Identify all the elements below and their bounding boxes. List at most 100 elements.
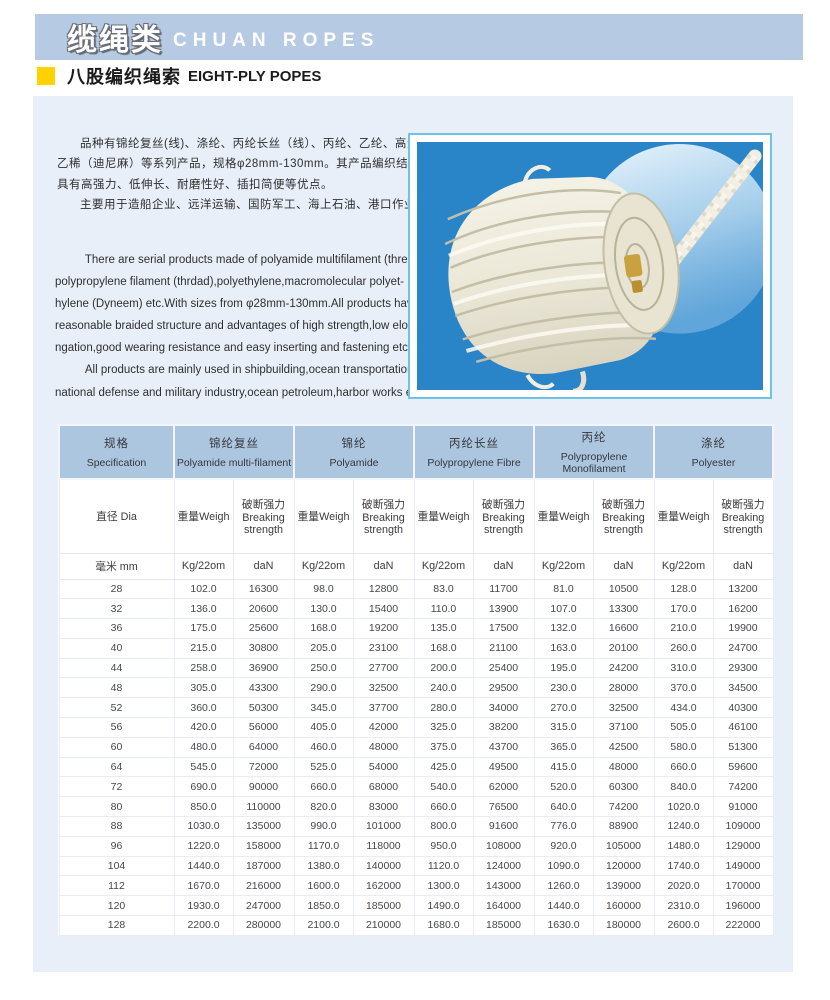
unit-weight: Kg/22om bbox=[653, 552, 714, 580]
table-cell: 1740.0 bbox=[653, 855, 714, 877]
table-cell: 216000 bbox=[232, 875, 295, 897]
table-cell: 54000 bbox=[352, 756, 415, 778]
table-cell: 76500 bbox=[472, 796, 535, 818]
table-row: 80 850.0 110000 820.0 83000 660.0 76500 640.0 74… bbox=[58, 796, 774, 818]
table-cell: 28 bbox=[58, 578, 175, 600]
table-cell: 59600 bbox=[712, 756, 774, 778]
table-cell: 920.0 bbox=[533, 835, 594, 857]
table-cell: 1600.0 bbox=[293, 875, 354, 897]
table-cell: 13900 bbox=[472, 598, 535, 620]
table-units-row: 毫米 mm Kg/22om daN Kg/22om daN Kg/22om da… bbox=[58, 552, 774, 580]
table-cell: 140000 bbox=[352, 855, 415, 877]
table-cell: 325.0 bbox=[413, 717, 474, 738]
paragraph: 主要用于造船企业、远洋运输、国防军工、海上石油、港口作业等领域。 bbox=[57, 195, 464, 215]
table-cell: 83.0 bbox=[413, 578, 474, 600]
table-cell: 420.0 bbox=[173, 717, 234, 738]
table-cell: 164000 bbox=[472, 895, 535, 917]
text-line: All products are mainly used in shipbuil… bbox=[84, 364, 417, 377]
table-cell: 124000 bbox=[472, 855, 535, 877]
table-cell: 163.0 bbox=[533, 637, 594, 659]
table-cell: 104 bbox=[58, 855, 175, 877]
table-cell: 36900 bbox=[232, 657, 295, 679]
table-cell: 149000 bbox=[712, 855, 774, 877]
text-line: There are serial products made of polyam… bbox=[84, 254, 428, 266]
table-cell: 108000 bbox=[472, 835, 535, 857]
table-cell: 1170.0 bbox=[293, 835, 354, 857]
col-header-polyester: 涤纶 Polyester bbox=[653, 424, 775, 480]
table-cell: 247000 bbox=[232, 895, 295, 917]
table-cell: 17500 bbox=[472, 618, 535, 639]
table-cell: 2310.0 bbox=[653, 895, 714, 917]
table-cell: 375.0 bbox=[413, 736, 474, 758]
table-cell: 11700 bbox=[472, 578, 535, 600]
table-cell: 16600 bbox=[592, 618, 655, 639]
table-cell: 143000 bbox=[472, 875, 535, 897]
table-cell: 88900 bbox=[592, 816, 655, 837]
table-cell: 74200 bbox=[712, 776, 774, 798]
table-cell: 136.0 bbox=[173, 598, 234, 620]
table-cell: 990.0 bbox=[293, 816, 354, 837]
sub-header-breaking: 破断强力 Breaking strength bbox=[232, 478, 295, 554]
table-cell: 109000 bbox=[712, 816, 774, 837]
table-cell: 1680.0 bbox=[413, 915, 474, 936]
table-cell: 48000 bbox=[592, 756, 655, 778]
table-cell: 62000 bbox=[472, 776, 535, 798]
table-cell: 42000 bbox=[352, 717, 415, 738]
table-cell: 1380.0 bbox=[293, 855, 354, 877]
page-title-en: CHUAN ROPES bbox=[173, 30, 380, 51]
table-cell: 258.0 bbox=[173, 657, 234, 679]
table-cell: 950.0 bbox=[413, 835, 474, 857]
table-sub-header-row: 直径 Dia 重量Weigh 破断强力 Breaking strength 重量We… bbox=[58, 478, 774, 554]
section-title-zh: 八股编织绳索 bbox=[67, 67, 181, 87]
section-header: 八股编织绳索 EIGHT-PLY POPES bbox=[37, 64, 321, 88]
table-cell: 840.0 bbox=[653, 776, 714, 798]
table-cell: 1670.0 bbox=[173, 875, 234, 897]
table-cell: 130.0 bbox=[293, 598, 354, 620]
table-cell: 25600 bbox=[232, 618, 295, 639]
table-cell: 240.0 bbox=[413, 677, 474, 699]
table-cell: 13200 bbox=[712, 578, 774, 600]
table-cell: 260.0 bbox=[653, 637, 714, 659]
sub-header-weight: 重量Weigh bbox=[293, 478, 354, 554]
table-row: 112 1670.0 216000 1600.0 162000 1300.0 143000 1… bbox=[58, 875, 774, 897]
table-cell: 520.0 bbox=[533, 776, 594, 798]
text-line: reasonable braided structure and advanta… bbox=[55, 320, 412, 333]
table-cell: 19900 bbox=[712, 618, 774, 639]
sub-header-weight: 重量Weigh bbox=[653, 478, 714, 554]
table-cell: 32500 bbox=[592, 697, 655, 719]
col-header-specification: 规格 Specification bbox=[58, 424, 175, 480]
table-cell: 37700 bbox=[352, 697, 415, 719]
table-cell: 310.0 bbox=[653, 657, 714, 679]
intro-english: There are serial products made of polyam… bbox=[55, 249, 428, 404]
table-cell: 29300 bbox=[712, 657, 774, 679]
sub-header-breaking: 破断强力 Breaking strength bbox=[712, 478, 774, 554]
table-cell: 2100.0 bbox=[293, 915, 354, 936]
paragraph: All products are mainly used in shipbuil… bbox=[55, 359, 424, 403]
table-cell: 170.0 bbox=[653, 598, 714, 620]
table-cell: 56 bbox=[58, 717, 175, 738]
table-cell: 29500 bbox=[472, 677, 535, 699]
table-cell: 185000 bbox=[472, 915, 535, 936]
table-cell: 128 bbox=[58, 915, 175, 936]
table-cell: 90000 bbox=[232, 776, 295, 798]
text-line: ngation,good wearing resistance and easy… bbox=[55, 342, 412, 355]
table-cell: 580.0 bbox=[653, 736, 714, 758]
table-cell: 44 bbox=[58, 657, 175, 679]
table-cell: 12800 bbox=[352, 578, 415, 600]
table-cell: 222000 bbox=[712, 915, 774, 936]
text-line: 品种有锦纶复丝(线)、涤纶、丙纶长丝（线）、丙纶、乙纶、高分子聚 bbox=[80, 138, 443, 150]
table-cell: 34000 bbox=[472, 697, 535, 719]
table-cell: 40 bbox=[58, 637, 175, 659]
unit-weight: Kg/22om bbox=[533, 552, 594, 580]
table-cell: 68000 bbox=[352, 776, 415, 798]
spec-table: 规格 Specification 锦纶复丝 Polyamide multi-fi… bbox=[58, 424, 775, 936]
table-cell: 175.0 bbox=[173, 618, 234, 639]
table-cell: 96 bbox=[58, 835, 175, 857]
col-header-polypropylene-monofilament: 丙纶 Polypropylene Monofilament bbox=[533, 424, 656, 480]
table-cell: 405.0 bbox=[293, 717, 354, 738]
table-cell: 60300 bbox=[592, 776, 655, 798]
text-line: polypropylene filament (thrdad),polyethy… bbox=[55, 276, 405, 289]
table-cell: 1850.0 bbox=[293, 895, 354, 917]
table-cell: 280.0 bbox=[413, 697, 474, 719]
